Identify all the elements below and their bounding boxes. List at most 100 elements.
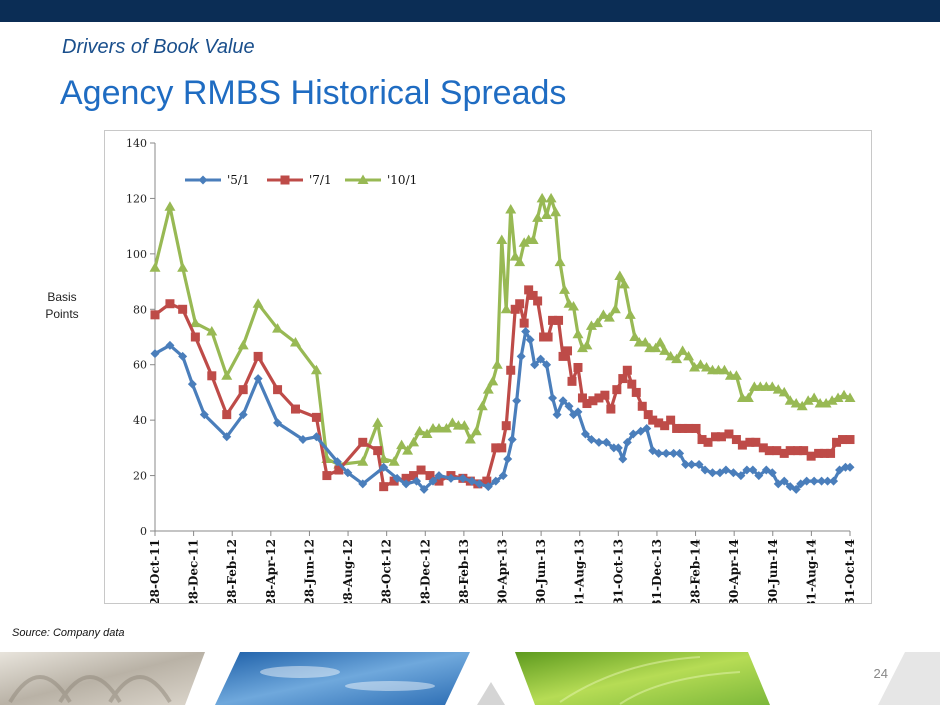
data-point: [637, 401, 647, 411]
data-point: [809, 476, 819, 486]
data-point: [177, 262, 189, 272]
data-point: [724, 429, 734, 439]
data-point: [558, 351, 568, 361]
data-point: [402, 445, 414, 455]
sky-image: [215, 652, 470, 705]
data-point: [332, 457, 342, 467]
x-tick-label: 31-Aug-13: [573, 539, 587, 603]
data-point: [838, 389, 850, 400]
data-point: [784, 395, 796, 405]
data-point: [222, 432, 232, 442]
legend: '5/1 '7/1 '10/1: [185, 173, 417, 187]
data-point: [165, 340, 175, 350]
data-point: [290, 404, 300, 414]
y-tick-label: 20: [133, 470, 147, 483]
data-point: [416, 465, 426, 475]
data-point: [199, 410, 209, 420]
data-point: [624, 309, 636, 319]
data-point: [491, 443, 501, 453]
data-point: [149, 262, 161, 272]
data-point: [683, 350, 695, 361]
data-point: [503, 454, 513, 464]
data-point: [701, 361, 713, 372]
data-point: [434, 471, 444, 481]
data-point: [510, 304, 520, 314]
data-point: [603, 312, 615, 322]
y-tick-label: 80: [133, 303, 147, 316]
data-point: [379, 462, 389, 472]
data-point: [660, 421, 670, 431]
data-point: [458, 420, 470, 430]
data-point: [178, 304, 188, 314]
y-tick-label: 40: [133, 414, 147, 427]
data-point: [419, 484, 429, 494]
data-point: [498, 471, 508, 481]
data-point: [764, 446, 774, 456]
data-point: [311, 432, 321, 442]
data-point: [642, 423, 652, 433]
data-point: [710, 432, 720, 442]
rope-strands: [8, 675, 172, 704]
data-point: [654, 337, 666, 347]
data-point: [542, 360, 552, 370]
data-point: [675, 448, 685, 458]
data-point: [530, 360, 540, 370]
data-point: [392, 473, 402, 483]
data-point: [532, 212, 544, 222]
x-tick-label: 28-Jun-12: [302, 539, 316, 603]
data-point: [238, 385, 248, 395]
leaf-image: [515, 652, 770, 705]
data-point: [695, 359, 707, 369]
data-point: [552, 410, 562, 420]
series-2: [149, 192, 856, 469]
data-point: [766, 381, 778, 391]
data-point: [458, 473, 468, 483]
y-tick-label: 100: [126, 248, 147, 261]
series-line: [154, 288, 850, 489]
data-point: [357, 456, 369, 466]
data-point: [730, 370, 742, 380]
data-point: [606, 404, 616, 414]
legend-swatch-marker: [280, 175, 290, 185]
data-point: [567, 301, 579, 311]
data-point: [639, 337, 651, 347]
data-point: [650, 342, 662, 353]
data-point: [401, 479, 411, 489]
data-point: [838, 435, 848, 445]
data-point: [742, 392, 754, 402]
data-point: [576, 342, 588, 353]
data-point: [791, 484, 801, 494]
y-axis-label: Basis Points: [45, 290, 79, 321]
data-point: [600, 390, 610, 400]
data-point: [379, 482, 389, 492]
x-tick-label: 28-Apr-12: [264, 539, 278, 603]
data-point: [482, 476, 492, 486]
data-point: [817, 476, 827, 486]
data-point: [573, 362, 583, 372]
data-point: [273, 385, 283, 395]
x-tick-label: 31-Oct-13: [611, 539, 625, 603]
data-point: [518, 237, 530, 247]
data-point: [577, 393, 587, 403]
data-point: [273, 418, 283, 428]
data-point: [428, 476, 438, 486]
data-point: [793, 446, 803, 456]
data-point: [742, 465, 752, 475]
data-point: [582, 399, 592, 409]
data-point: [414, 425, 426, 436]
data-point: [826, 395, 838, 405]
x-tick-label: 30-Jun-13: [534, 539, 548, 603]
x-tick-label: 30-Jun-14: [766, 539, 780, 603]
y-tick-label: 0: [140, 525, 147, 538]
data-point: [500, 303, 512, 314]
data-point: [672, 423, 682, 433]
data-point: [505, 204, 517, 214]
data-point: [190, 332, 200, 342]
data-point: [401, 473, 411, 483]
data-point: [446, 473, 456, 483]
data-point: [829, 476, 839, 486]
data-point: [754, 471, 764, 481]
data-point: [150, 349, 160, 359]
data-point: [536, 354, 546, 364]
data-point: [467, 476, 477, 486]
